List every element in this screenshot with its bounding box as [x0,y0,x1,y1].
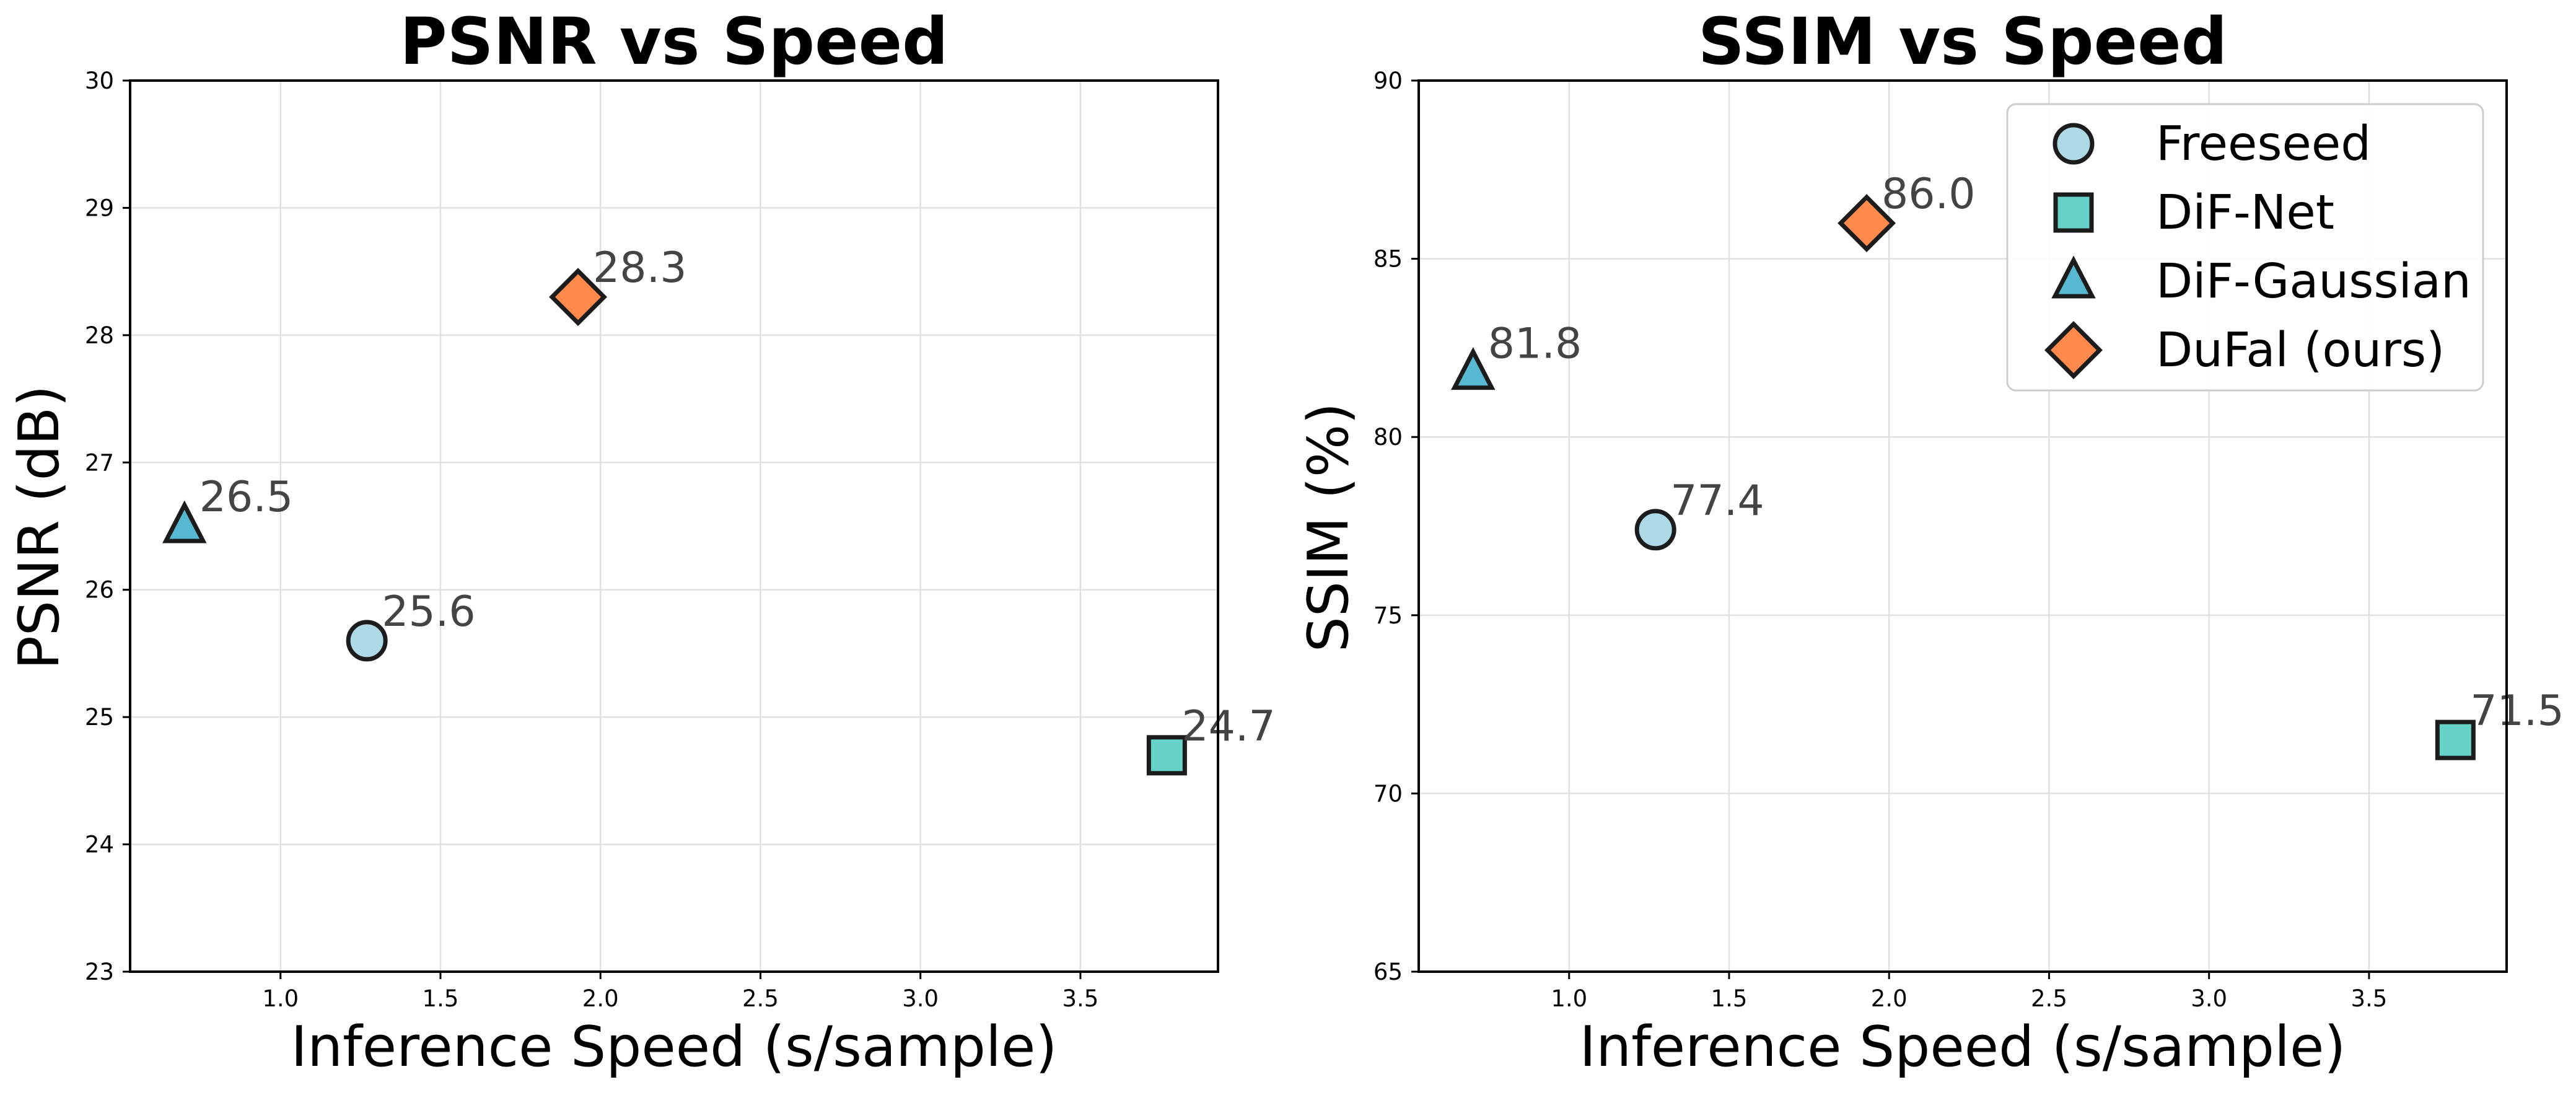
x-tick-label: 2.5 [742,985,779,1012]
y-tick-label: 75 [1373,602,1403,629]
data-point-diamond [1838,194,1896,253]
legend-label: DiF-Net [2156,185,2334,240]
x-tick-label: 1.0 [262,985,299,1012]
data-label: 26.5 [199,473,293,522]
grid [130,79,1218,973]
data-point-triangle [1451,347,1496,390]
x-tick-label: 2.0 [582,985,619,1012]
x-tick-label: 2.5 [2031,985,2067,1012]
axis-ticks: 1.0 1.5 2.0 2.5 3.0 3.5 23 24 25 26 27 28 29 30 [85,68,1098,1012]
legend-label: DuFal (ours) [2156,323,2445,378]
x-tick-label: 2.0 [1871,985,1908,1012]
y-tick-label: 29 [85,195,114,221]
y-tick-label: 30 [85,68,114,94]
data-label: 81.8 [1488,320,1582,369]
y-tick-label: 80 [1373,424,1403,451]
y-tick-label: 90 [1373,68,1403,94]
chart-title: SSIM vs Speed [1698,4,2227,79]
x-tick-label: 3.5 [1062,985,1098,1012]
legend-marker-diamond [2044,321,2103,379]
x-tick-label: 1.5 [1711,985,1748,1012]
x-axis-label: Inference Speed (s/sample) [1580,1014,2346,1080]
chart-title: PSNR vs Speed [400,4,948,79]
x-tick-label: 1.0 [1551,985,1587,1012]
legend-marker-square [2053,192,2094,233]
data-point-square [2435,719,2476,760]
data-label: 25.6 [382,587,475,636]
data-point-circle [1634,509,1676,551]
data-points: 25.6 24.7 26.5 28.3 [162,244,1276,776]
axis-ticks: 1.0 1.5 2.0 2.5 3.0 3.5 65 70 75 80 85 90 [1373,68,2387,1012]
legend-label: DiF-Gaussian [2156,254,2471,309]
ssim-chart: SSIM vs Speed Inference Speed (s/sample)… [1296,4,2564,1080]
y-tick-label: 70 [1373,780,1403,807]
legend-label: Freeseed [2156,117,2371,172]
legend-box [2006,103,2484,392]
grid [1419,79,2507,973]
y-tick-label: 23 [85,959,114,985]
y-tick-label: 65 [1373,959,1403,985]
y-tick-label: 28 [85,322,114,349]
data-point-diamond [549,268,608,327]
x-tick-label: 1.5 [423,985,459,1012]
data-label: 24.7 [1181,702,1275,751]
data-label: 28.3 [593,244,686,292]
data-label: 86.0 [1882,170,1975,219]
data-label: 71.5 [2470,687,2564,736]
plot-frame [129,79,1219,973]
data-point-circle [346,620,388,662]
data-points: 77.4 71.5 81.8 86.0 [1451,170,2564,760]
x-tick-label: 3.5 [2350,985,2387,1012]
x-axis-label: Inference Speed (s/sample) [291,1014,1058,1080]
x-tick-label: 3.0 [902,985,939,1012]
y-tick-label: 27 [85,449,114,476]
x-tick-label: 3.0 [2191,985,2227,1012]
y-axis-label: PSNR (dB) [7,385,72,670]
y-tick-label: 85 [1373,246,1403,273]
legend: Freeseed DiF-Net DiF-Gaussian DuFal (ours) [2006,103,2484,392]
y-axis-label: SSIM (%) [1296,403,1361,653]
data-label: 77.4 [1670,477,1764,526]
data-point-square [1146,735,1187,776]
data-point-triangle [162,500,207,543]
legend-marker-triangle [2051,255,2096,299]
y-tick-label: 26 [85,577,114,604]
psnr-chart: PSNR vs Speed Inference Speed (s/sample)… [7,4,1276,1080]
plot-frame [1417,79,2508,973]
y-tick-label: 25 [85,704,114,731]
y-tick-label: 24 [85,832,114,858]
legend-marker-circle [2052,123,2095,165]
